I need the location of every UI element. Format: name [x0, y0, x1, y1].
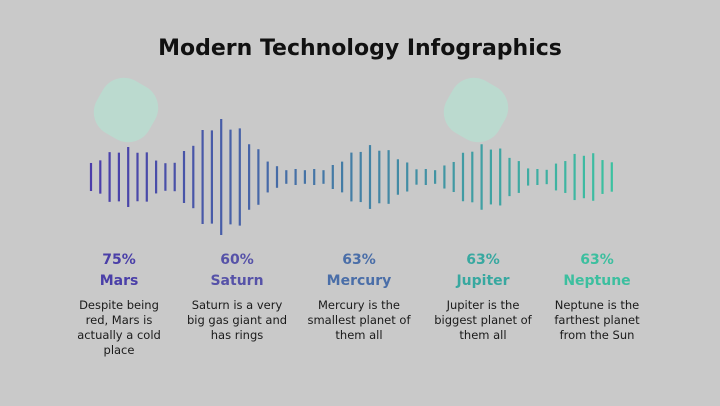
description: Neptune is the farthest planet from the …	[554, 298, 640, 342]
title: Modern Technology Infographics	[158, 36, 562, 61]
item: 60% Saturn Saturn is a very big gas giant …	[185, 250, 289, 343]
item: 63% Neptune Neptune is the farthest planet…	[545, 250, 649, 343]
item: 63% Jupiter Jupiter is the biggest planet …	[431, 250, 535, 343]
name: Jupiter	[456, 273, 510, 289]
item: 63% Mercury Mercury is the smallest planet…	[307, 250, 411, 343]
name: Neptune	[563, 273, 631, 289]
percent: 63%	[580, 252, 614, 268]
percent: 75%	[102, 252, 136, 268]
name: Saturn	[210, 273, 264, 289]
description: Saturn is a very big gas giant and has r…	[186, 298, 288, 342]
description: Despite being red, Mars is actually a co…	[77, 298, 161, 357]
name: Mercury	[326, 273, 392, 289]
percent: 60%	[220, 252, 254, 268]
percent: 63%	[466, 252, 500, 268]
description: Jupiter is the biggest planet of them al…	[434, 298, 532, 342]
item: 75% Mars Despite being red, Mars is actual…	[67, 250, 171, 358]
description: Mercury is the smallest planet of them a…	[307, 298, 411, 342]
percent: 63%	[342, 252, 376, 268]
name: Mars	[99, 273, 139, 289]
